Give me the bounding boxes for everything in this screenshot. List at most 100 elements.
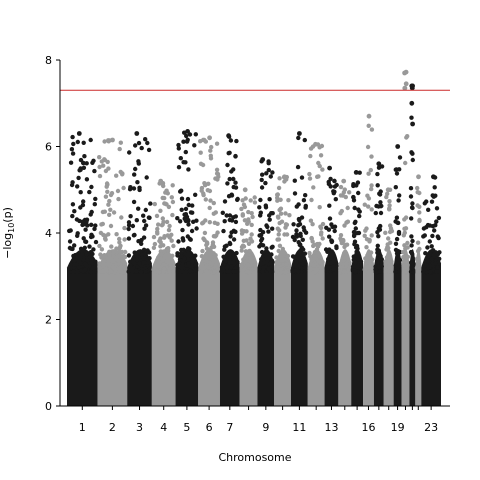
chromosome-13-points (323, 165, 339, 406)
snp-point (146, 215, 152, 220)
snp-point (366, 204, 371, 209)
snp-point (389, 263, 394, 269)
snp-point (375, 183, 380, 188)
snp-point (191, 219, 196, 224)
snp-point (178, 156, 183, 161)
snp-point (437, 256, 442, 261)
snp-point (377, 191, 382, 196)
snp-point (338, 233, 344, 238)
snp-point (151, 245, 157, 250)
snp-point (171, 243, 176, 249)
snp-point (171, 269, 176, 274)
snp-point (166, 248, 171, 253)
snp-point (429, 244, 434, 249)
chromosome-7-bulk (219, 249, 240, 406)
snp-point (396, 229, 402, 235)
snp-point (428, 269, 433, 275)
snp-point (224, 213, 229, 218)
snp-point (121, 260, 127, 265)
chromosome-18-points (383, 187, 395, 406)
snp-point (167, 269, 172, 274)
x-tick-label: 16 (361, 421, 375, 434)
snp-point (397, 155, 403, 160)
snp-point (208, 198, 213, 203)
chromosome-12-points (307, 141, 326, 406)
snp-point (344, 261, 350, 266)
snp-point (201, 220, 206, 225)
data-points (67, 69, 442, 406)
snp-point (405, 240, 410, 246)
snp-point (67, 228, 72, 234)
snp-point (259, 236, 265, 241)
snp-point (433, 223, 438, 228)
snp-point (327, 247, 332, 252)
snp-point (203, 139, 208, 144)
snp-point (108, 269, 113, 274)
snp-point (317, 259, 323, 265)
snp-point (70, 134, 75, 140)
snp-point (303, 203, 308, 209)
snp-point (170, 253, 175, 258)
chromosome-13-bulk (324, 249, 339, 406)
snp-point (126, 269, 131, 274)
snp-point (409, 243, 414, 248)
snp-point (151, 234, 157, 240)
snp-point (375, 247, 380, 252)
snp-point (301, 247, 306, 252)
snp-point (203, 258, 209, 264)
snp-point (409, 115, 414, 120)
snp-point (92, 202, 98, 207)
snp-point (294, 234, 300, 239)
snp-point (410, 157, 415, 163)
snp-point (302, 137, 307, 143)
snp-point (411, 256, 416, 262)
top-hit-point (402, 85, 408, 91)
snp-point (89, 184, 94, 190)
snp-point (68, 160, 74, 165)
snp-point (338, 184, 344, 190)
snp-point (155, 226, 160, 232)
snp-point (102, 157, 107, 162)
snp-point (202, 230, 208, 236)
snp-point (158, 236, 163, 241)
snp-point (178, 254, 184, 259)
snp-point (284, 269, 289, 275)
snp-point (401, 259, 407, 264)
snp-point (258, 213, 263, 218)
chromosome-20-points (400, 70, 411, 406)
snp-point (201, 192, 206, 198)
snp-point (259, 185, 265, 190)
snp-point (75, 184, 80, 189)
snp-point (267, 197, 272, 202)
snp-point (301, 252, 306, 257)
snp-point (146, 147, 152, 153)
snp-point (351, 233, 357, 239)
snp-point (385, 191, 390, 196)
snp-point (82, 154, 87, 159)
snp-point (421, 234, 426, 239)
snp-point (248, 255, 254, 260)
snp-point (222, 199, 228, 204)
snp-point (274, 255, 279, 260)
x-tick-label: 11 (292, 421, 306, 434)
snp-point (226, 194, 232, 199)
snp-point (154, 213, 160, 219)
snp-point (326, 227, 332, 232)
chromosome-21-bulk (409, 249, 416, 406)
snp-point (231, 237, 237, 242)
snp-point (308, 153, 313, 159)
snp-point (250, 214, 255, 220)
snp-point (410, 201, 415, 206)
snp-point (307, 171, 312, 177)
chromosome-17-bulk (373, 249, 384, 406)
snp-point (352, 205, 357, 211)
snp-point (190, 203, 195, 208)
snp-point (410, 238, 415, 244)
snp-point (292, 191, 298, 196)
snp-point (375, 243, 380, 248)
x-tick-label: 13 (324, 421, 338, 434)
snp-point (176, 142, 181, 148)
chromosome-17-points (373, 161, 385, 406)
chromosome-14-bulk (338, 249, 352, 406)
snp-point (292, 237, 297, 243)
